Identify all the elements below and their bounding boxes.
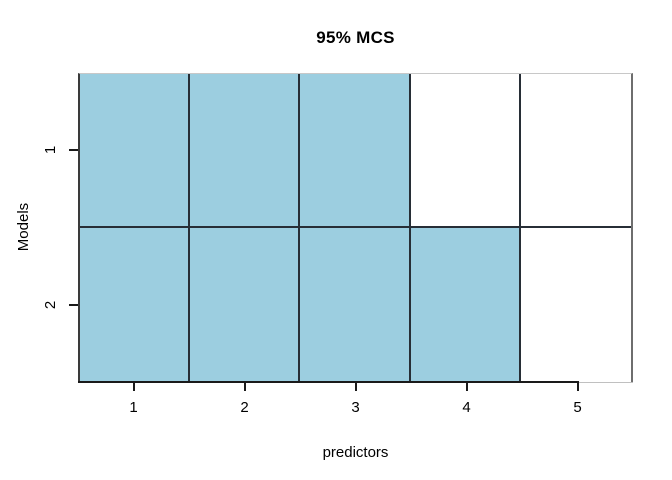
x-tick-3	[354, 383, 357, 391]
cell-model2-predictor2	[190, 228, 301, 382]
cell-model2-predictor4	[410, 228, 521, 382]
cell-model1-predictor5	[520, 74, 631, 228]
x-tick-label-1: 1	[129, 399, 138, 416]
cell-model2-predictor1	[80, 228, 191, 382]
x-tick-label-2: 2	[240, 399, 249, 416]
cell-model1-predictor4	[410, 74, 521, 228]
cell-model1-predictor1	[80, 74, 191, 228]
x-tick-1	[132, 383, 135, 391]
x-tick-4	[465, 383, 468, 391]
plot-box-bottom-edge	[579, 382, 633, 383]
x-tick-5	[576, 383, 579, 391]
x-tick-label-5: 5	[573, 399, 582, 416]
cell-model1-predictor2	[190, 74, 301, 228]
y-axis-label: Models	[15, 202, 32, 252]
plot-area	[78, 73, 633, 382]
x-tick-label-4: 4	[462, 399, 471, 416]
chart-title: 95% MCS	[316, 28, 395, 47]
y-tick-label-2: 2	[41, 300, 59, 309]
cell-model1-predictor3	[300, 74, 411, 228]
cell-model2-predictor3	[300, 228, 411, 382]
x-tick-label-3: 3	[351, 399, 360, 416]
y-tick-1	[69, 149, 78, 152]
cell-model2-predictor5	[520, 228, 631, 382]
y-tick-2	[69, 303, 78, 306]
x-tick-2	[243, 383, 246, 391]
x-axis-line	[78, 381, 579, 383]
y-tick-label-1: 1	[41, 146, 59, 155]
x-axis-label: predictors	[322, 444, 389, 461]
